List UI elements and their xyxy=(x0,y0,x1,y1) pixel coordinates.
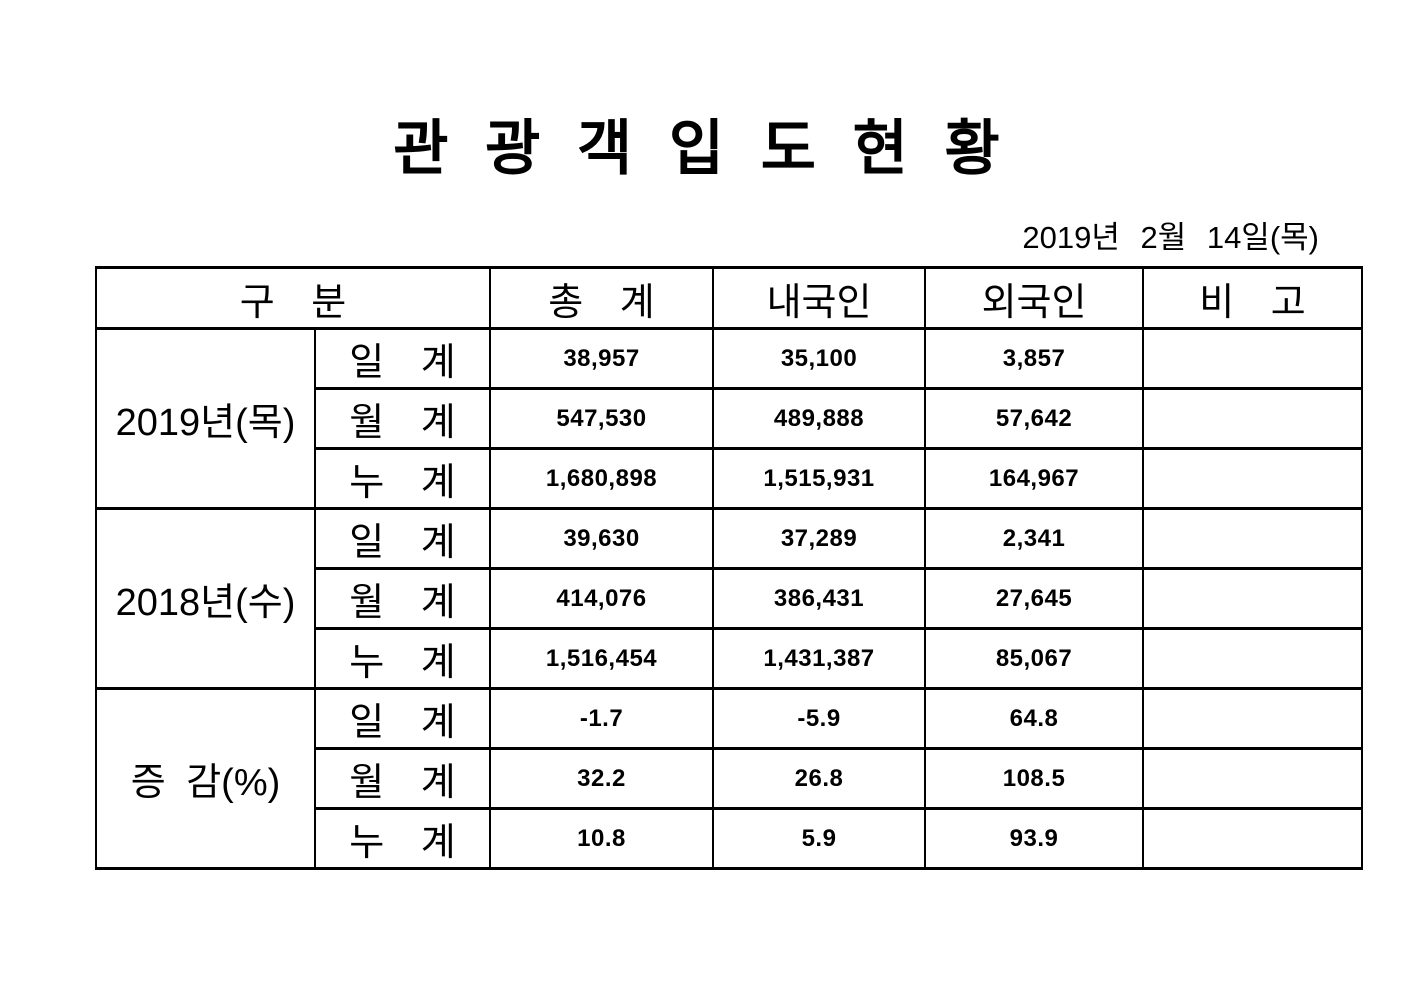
cell-foreign: 64.8 xyxy=(924,687,1145,750)
cell-foreign: 164,967 xyxy=(924,447,1145,510)
row-label-cumulative: 누 계 xyxy=(313,807,492,870)
header-category: 구 분 xyxy=(94,266,492,330)
cell-total: -1.7 xyxy=(489,687,715,750)
cell-domestic: 26.8 xyxy=(712,747,927,810)
table-row: 누 계 1,680,898 1,515,931 164,967 xyxy=(96,447,1364,510)
cell-domestic: 37,289 xyxy=(712,507,927,570)
cell-foreign: 93.9 xyxy=(924,807,1145,870)
report-date: 2019년 2월 14일(목) xyxy=(1022,220,1319,255)
cell-foreign: 57,642 xyxy=(924,387,1145,450)
row-label-daily: 일 계 xyxy=(313,687,492,750)
cell-total: 1,516,454 xyxy=(489,627,715,690)
cell-note xyxy=(1142,747,1364,810)
cell-total: 39,630 xyxy=(489,507,715,570)
cell-total: 1,680,898 xyxy=(489,447,715,510)
table-row: 누 계 10.8 5.9 93.9 xyxy=(96,807,1364,870)
row-label-cumulative: 누 계 xyxy=(313,627,492,690)
table-header-row: 구 분 총 계 내국인 외국인 비 고 xyxy=(94,266,1364,330)
cell-domestic: 489,888 xyxy=(712,387,927,450)
cell-domestic: 35,100 xyxy=(712,327,927,390)
cell-note xyxy=(1142,387,1364,450)
cell-foreign: 3,857 xyxy=(924,327,1145,390)
header-total: 총 계 xyxy=(489,266,715,330)
row-label-monthly: 월 계 xyxy=(313,567,492,630)
row-label-daily: 일 계 xyxy=(313,507,492,570)
row-label-monthly: 월 계 xyxy=(313,387,492,450)
table-row: 월 계 32.2 26.8 108.5 xyxy=(96,747,1364,810)
cell-foreign: 27,645 xyxy=(924,567,1145,630)
table-row: 월 계 547,530 489,888 57,642 xyxy=(96,387,1364,450)
cell-total: 10.8 xyxy=(489,807,715,870)
cell-total: 32.2 xyxy=(489,747,715,810)
cell-domestic: 5.9 xyxy=(712,807,927,870)
cell-total: 38,957 xyxy=(489,327,715,390)
cell-domestic: 386,431 xyxy=(712,567,927,630)
cell-foreign: 85,067 xyxy=(924,627,1145,690)
cell-note xyxy=(1142,627,1364,690)
table-row: 2018년(수) 일 계 39,630 37,289 2,341 xyxy=(95,507,1364,690)
tourist-arrival-table: 구 분 총 계 내국인 외국인 비 고 2019년(목) 일 계 38,957 … xyxy=(94,266,1364,870)
table-row: 2019년(목) 일 계 38,957 35,100 3,857 xyxy=(95,327,1364,510)
row-label-daily: 일 계 xyxy=(313,327,492,390)
table-row: 누 계 1,516,454 1,431,387 85,067 xyxy=(96,627,1364,690)
cell-note xyxy=(1142,447,1364,510)
cell-foreign: 2,341 xyxy=(924,507,1145,570)
cell-total: 414,076 xyxy=(489,567,715,630)
cell-note xyxy=(1142,687,1364,750)
cell-domestic: 1,515,931 xyxy=(712,447,927,510)
page-title: 관 광 객 입 도 현 황 xyxy=(393,115,1010,182)
table-row: 월 계 414,076 386,431 27,645 xyxy=(96,567,1364,630)
cell-total: 547,530 xyxy=(489,387,715,450)
header-domestic: 내국인 xyxy=(712,266,927,330)
group-label-2019: 2019년(목) xyxy=(95,327,316,510)
cell-domestic: 1,431,387 xyxy=(712,627,927,690)
header-foreign: 외국인 xyxy=(924,266,1145,330)
cell-note xyxy=(1142,507,1364,570)
row-label-cumulative: 누 계 xyxy=(313,447,492,510)
group-label-change-pct: 증 감(%) xyxy=(95,687,316,870)
cell-note xyxy=(1142,327,1364,390)
table-row: 증 감(%) 일 계 -1.7 -5.9 64.8 xyxy=(95,687,1364,870)
group-label-2018: 2018년(수) xyxy=(95,507,316,690)
cell-foreign: 108.5 xyxy=(924,747,1145,810)
header-note: 비 고 xyxy=(1142,266,1364,330)
row-label-monthly: 월 계 xyxy=(313,747,492,810)
cell-note xyxy=(1142,567,1364,630)
cell-note xyxy=(1142,807,1364,870)
cell-domestic: -5.9 xyxy=(712,687,927,750)
